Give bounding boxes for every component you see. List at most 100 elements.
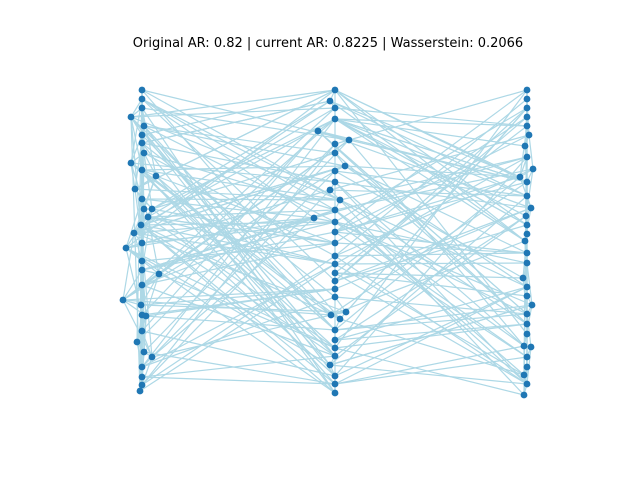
graph-edge <box>334 304 533 331</box>
graph-edge <box>334 118 528 183</box>
graph-edge <box>334 152 528 325</box>
graph-node <box>152 172 160 180</box>
graph-edge <box>334 89 528 233</box>
graph-edge <box>133 165 346 234</box>
graph-edge <box>334 89 521 178</box>
graph-edge <box>334 125 528 274</box>
graph-node <box>148 353 156 361</box>
graph-node <box>142 312 150 320</box>
graph-node <box>331 269 339 277</box>
graph-node <box>138 139 146 147</box>
graph-edge <box>141 263 336 368</box>
graph-edge <box>141 330 336 377</box>
graph-edge <box>313 156 528 219</box>
graph-edge <box>141 89 350 141</box>
graph-node <box>523 122 531 130</box>
graph-node <box>331 115 339 123</box>
graph-node <box>155 270 163 278</box>
graph-edge <box>334 156 528 377</box>
graph-edge <box>151 217 315 358</box>
graph-edge <box>334 215 527 357</box>
graph-edge <box>141 89 341 201</box>
graph-edge <box>334 347 525 396</box>
graph-node <box>523 113 531 121</box>
graph-edge <box>141 356 153 386</box>
graph-node <box>138 86 146 94</box>
graph-node <box>331 167 339 175</box>
graph-edge <box>130 162 336 349</box>
graph-node <box>523 259 531 267</box>
graph-node <box>527 204 535 212</box>
graph-node <box>327 311 335 319</box>
graph-node <box>523 249 531 257</box>
graph-node <box>326 361 334 369</box>
graph-edge <box>348 89 528 141</box>
graph-edge <box>125 247 331 366</box>
graph-edge <box>143 152 336 211</box>
graph-edge <box>334 168 534 211</box>
graph-node <box>140 348 148 356</box>
graph-edge <box>141 296 336 368</box>
graph-edge <box>334 323 528 341</box>
graph-node <box>138 381 146 389</box>
graph-edge <box>141 255 336 386</box>
graph-edge <box>334 224 528 282</box>
graph-edge <box>130 116 332 316</box>
graph-node <box>138 166 146 174</box>
graph-node <box>127 113 135 121</box>
graph-edge <box>155 175 336 331</box>
graph-node <box>310 214 318 222</box>
graph-edge <box>151 208 336 244</box>
graph-node <box>523 380 531 388</box>
graph-edge <box>147 107 336 218</box>
graph-node <box>138 257 146 265</box>
graph-edge <box>334 118 526 242</box>
graph-edge <box>141 98 341 201</box>
graph-node <box>119 296 127 304</box>
graph-edge <box>141 198 315 219</box>
graph-edge <box>334 118 526 147</box>
graph-node <box>520 371 528 379</box>
graph-edge <box>136 143 336 343</box>
graph-edge <box>334 272 528 385</box>
graph-node <box>148 205 156 213</box>
graph-edge <box>334 170 524 279</box>
graph-node <box>523 330 531 338</box>
graph-node <box>131 185 139 193</box>
graph-node <box>331 293 339 301</box>
graph-edge <box>130 98 143 118</box>
graph-node <box>336 196 344 204</box>
graph-node <box>523 104 531 112</box>
graph-node <box>331 352 339 360</box>
graph-edge <box>334 107 528 127</box>
graph-edge <box>339 199 528 288</box>
graph-edge <box>141 98 315 219</box>
graph-edge <box>334 89 528 335</box>
graph-node <box>523 310 531 318</box>
graph-edge <box>141 242 336 286</box>
graph-edge <box>334 252 528 257</box>
graph-edge <box>334 89 528 226</box>
graph-node <box>521 142 529 150</box>
graph-edge <box>143 351 336 385</box>
graph-node <box>138 327 146 335</box>
graph-node <box>140 149 148 157</box>
graph-edge <box>130 116 336 357</box>
graph-edge <box>334 118 527 217</box>
graph-node <box>331 285 339 293</box>
graph-node <box>522 212 530 220</box>
graph-node <box>331 380 339 388</box>
graph-edge <box>334 181 525 347</box>
graph-edge <box>334 323 528 349</box>
graph-edge <box>141 107 350 141</box>
graph-node <box>527 343 535 351</box>
graph-node <box>529 165 537 173</box>
graph-node <box>140 122 148 130</box>
graph-edge <box>151 100 331 210</box>
graph-node <box>326 186 334 194</box>
graph-node <box>341 162 349 170</box>
graph-edge <box>141 169 341 201</box>
graph-edge <box>141 209 336 286</box>
graph-node <box>331 140 339 148</box>
graph-node <box>523 178 531 186</box>
